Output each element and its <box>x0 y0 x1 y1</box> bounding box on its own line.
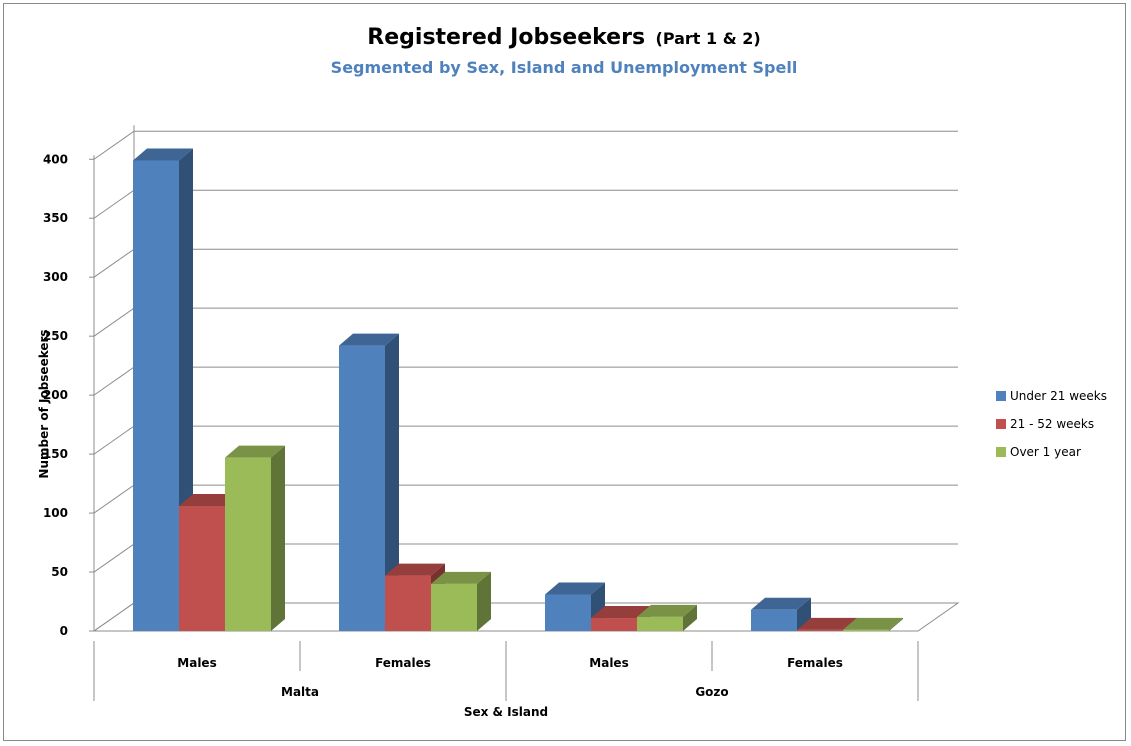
bar-top <box>797 617 857 630</box>
x-category-label: Males <box>589 656 628 670</box>
chart-title: Registered Jobseekers (Part 1 & 2) <box>367 25 760 50</box>
chart-frame: 0 50 100 150 200 250 300 350 400 Males Females Mal… <box>3 3 1126 741</box>
bar <box>225 457 271 631</box>
bar-top <box>179 493 239 506</box>
x-category-label: Males <box>177 656 216 670</box>
bar-side <box>271 445 285 631</box>
y-axis-ticks: 0 50 100 150 200 250 300 350 400 <box>43 152 68 638</box>
bar-top <box>385 563 445 576</box>
bar <box>843 629 889 631</box>
bar <box>431 583 477 631</box>
y-axis-title: Number of Jobseekers <box>37 329 51 478</box>
x-category-label: Females <box>375 656 431 670</box>
bar-top <box>591 606 651 619</box>
y-tick-label: 250 <box>43 329 68 343</box>
bar <box>591 618 637 631</box>
bar-side <box>889 617 903 631</box>
x-axis: Males Females Males Females Malta Gozo <box>93 641 919 701</box>
legend-label: 21 - 52 weeks <box>1010 417 1094 431</box>
y-tick-label: 50 <box>51 565 68 579</box>
bar <box>133 160 179 631</box>
bar <box>545 594 591 631</box>
legend-label: Under 21 weeks <box>1010 389 1107 403</box>
bar-top <box>545 582 605 595</box>
bar <box>751 609 797 631</box>
bar-side <box>797 597 811 631</box>
chart-subtitle: Segmented by Sex, Island and Unemploymen… <box>331 58 798 77</box>
bar-top <box>637 604 697 617</box>
y-tick-label: 200 <box>43 388 68 402</box>
chart-title-main: Registered Jobseekers <box>367 25 645 50</box>
bar-top <box>133 148 193 161</box>
bar-top <box>843 617 903 630</box>
gridline <box>93 130 958 160</box>
x-group-label: Gozo <box>695 685 728 699</box>
bar <box>179 505 225 631</box>
legend-swatch <box>996 391 1006 401</box>
bars <box>133 148 903 631</box>
bar-top <box>431 571 491 584</box>
chart-title-suffix: (Part 1 & 2) <box>656 29 761 48</box>
legend: Under 21 weeks 21 - 52 weeks Over 1 year <box>996 389 1107 459</box>
bar <box>385 575 431 631</box>
bar-top <box>225 445 285 458</box>
legend-swatch <box>996 419 1006 429</box>
legend-label: Over 1 year <box>1010 445 1081 459</box>
bar <box>637 616 683 631</box>
y-tick-label: 400 <box>43 152 68 166</box>
x-axis-title: Sex & Island <box>464 705 548 719</box>
y-tick-label: 100 <box>43 506 68 520</box>
bar-side <box>477 571 491 631</box>
y-tick-label: 350 <box>43 211 68 225</box>
x-group-label: Malta <box>281 685 319 699</box>
bar-side <box>385 333 399 631</box>
legend-swatch <box>996 447 1006 457</box>
bar-top <box>339 333 399 346</box>
bar <box>339 345 385 631</box>
x-category-label: Females <box>787 656 843 670</box>
bar-top <box>751 597 811 610</box>
y-tick-label: 0 <box>60 624 68 638</box>
bar <box>797 629 843 631</box>
bar-side <box>683 604 697 631</box>
y-tick-label: 150 <box>43 447 68 461</box>
y-tick-label: 300 <box>43 270 68 284</box>
